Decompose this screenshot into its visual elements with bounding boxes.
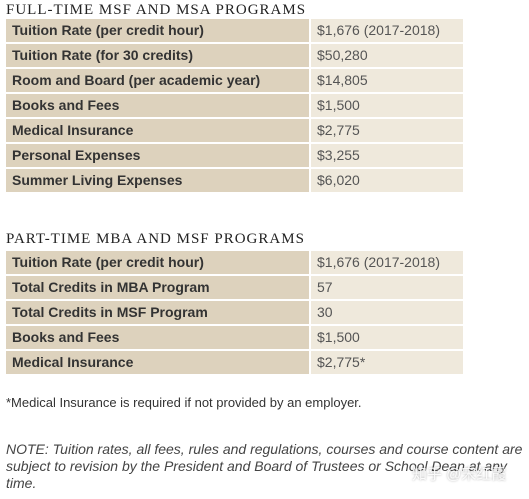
row-value: $14,805 [311, 69, 463, 92]
cell-divider [309, 326, 311, 349]
row-value: $2,775* [311, 351, 463, 374]
cell-divider [309, 144, 311, 167]
cell-divider [309, 351, 311, 374]
table-row: Tuition Rate (for 30 credits) $50,280 [6, 44, 463, 67]
table-row: Personal Expenses $3,255 [6, 144, 463, 167]
row-value: $2,775 [311, 119, 463, 142]
row-label: Medical Insurance [6, 351, 309, 374]
cell-divider [309, 251, 311, 274]
cell-divider [309, 69, 311, 92]
part-time-fees-table: Tuition Rate (per credit hour) $1,676 (2… [6, 249, 463, 376]
table-row: Books and Fees $1,500 [6, 94, 463, 117]
cell-divider [309, 119, 311, 142]
row-value: $1,500 [311, 326, 463, 349]
row-label: Tuition Rate (per credit hour) [6, 19, 309, 42]
full-time-fees-table: Tuition Rate (per credit hour) $1,676 (2… [6, 17, 463, 194]
part-time-section-title: PART-TIME MBA AND MSF PROGRAMS [6, 231, 305, 247]
cell-divider [309, 276, 311, 299]
table-row: Summer Living Expenses $6,020 [6, 169, 463, 192]
cell-divider [309, 94, 311, 117]
table-row: Medical Insurance $2,775 [6, 119, 463, 142]
row-value: $1,676 (2017-2018) [311, 19, 463, 42]
insurance-footnote: *Medical Insurance is required if not pr… [6, 395, 362, 410]
revision-note: NOTE: Tuition rates, all fees, rules and… [6, 441, 523, 491]
row-label: Total Credits in MBA Program [6, 276, 309, 299]
table-row: Total Credits in MSF Program 30 [6, 301, 463, 324]
row-label: Medical Insurance [6, 119, 309, 142]
cell-divider [309, 19, 311, 42]
row-value: $6,020 [311, 169, 463, 192]
row-value: $3,255 [311, 144, 463, 167]
row-label: Summer Living Expenses [6, 169, 309, 192]
row-label: Personal Expenses [6, 144, 309, 167]
cell-divider [309, 44, 311, 67]
table-row: Medical Insurance $2,775* [6, 351, 463, 374]
watermark: 知乎 @宋红霞 [412, 466, 507, 483]
table-row: Tuition Rate (per credit hour) $1,676 (2… [6, 19, 463, 42]
row-label: Tuition Rate (per credit hour) [6, 251, 309, 274]
row-value: $1,676 (2017-2018) [311, 251, 463, 274]
row-label: Books and Fees [6, 326, 309, 349]
row-value: $50,280 [311, 44, 463, 67]
table-row: Books and Fees $1,500 [6, 326, 463, 349]
full-time-section-title: FULL-TIME MSF AND MSA PROGRAMS [6, 2, 307, 18]
row-value: 57 [311, 276, 463, 299]
row-label: Books and Fees [6, 94, 309, 117]
table-row: Room and Board (per academic year) $14,8… [6, 69, 463, 92]
table-row: Total Credits in MBA Program 57 [6, 276, 463, 299]
cell-divider [309, 169, 311, 192]
row-value: 30 [311, 301, 463, 324]
row-label: Tuition Rate (for 30 credits) [6, 44, 309, 67]
row-value: $1,500 [311, 94, 463, 117]
cell-divider [309, 301, 311, 324]
table-row: Tuition Rate (per credit hour) $1,676 (2… [6, 251, 463, 274]
row-label: Room and Board (per academic year) [6, 69, 309, 92]
row-label: Total Credits in MSF Program [6, 301, 309, 324]
